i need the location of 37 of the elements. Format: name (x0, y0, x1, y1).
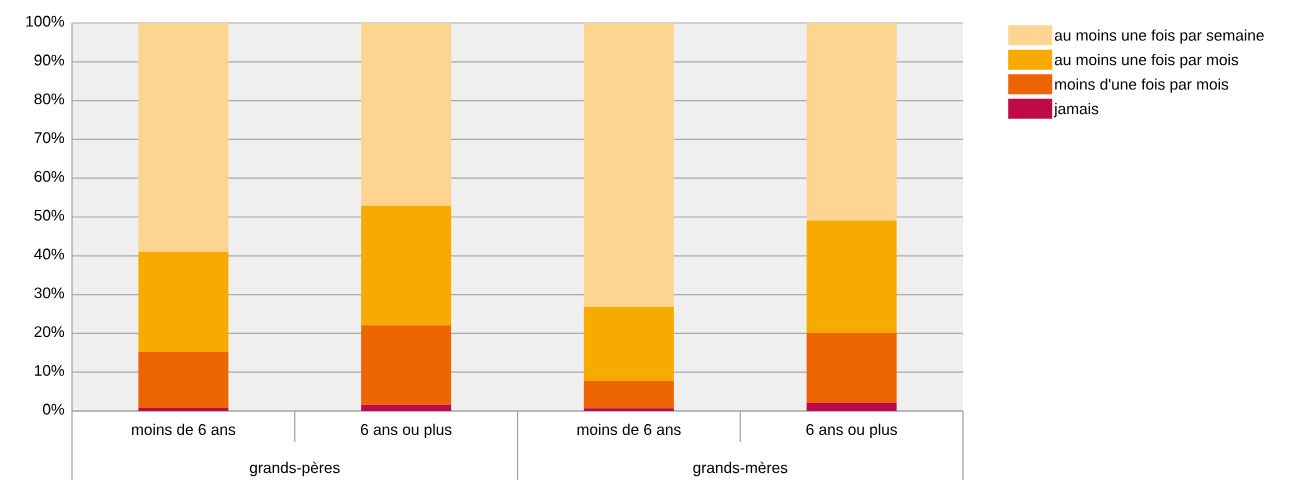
y-tick-label: 40% (34, 248, 65, 260)
y-tick-label: 50% (34, 209, 65, 221)
bar (138, 407, 229, 411)
y-tick-label: 0% (42, 403, 65, 415)
legend-label: jamais (1053, 102, 1099, 118)
y-tick-label: 80% (34, 93, 65, 105)
x-tick-label: moins de 6 ans (577, 423, 681, 436)
y-tick-label: 100% (26, 15, 65, 27)
bar (138, 352, 229, 408)
bar (806, 220, 897, 333)
y-tick-label: 30% (34, 287, 65, 299)
legend-label: moins d'une fois par mois (1055, 78, 1229, 93)
bar (806, 22, 897, 221)
legend-label: au moins une fois par semaine (1054, 29, 1264, 44)
bar (361, 205, 452, 326)
bar (806, 333, 897, 403)
text: grands-mères (693, 461, 788, 477)
bar (138, 251, 229, 353)
y-tick-label: 90% (34, 54, 65, 66)
bar (806, 402, 897, 411)
y-tick-label: 10% (34, 364, 65, 376)
y-tick-label: 20% (34, 326, 65, 338)
x-tick-label: 6 ans ou plus (360, 423, 452, 439)
x-tick-label: 6 ans ou plus (806, 423, 897, 439)
bar (361, 22, 452, 206)
bar (361, 325, 452, 405)
legend-label: au moins une fois par mois (1054, 53, 1239, 69)
text: grands-pères (249, 461, 340, 477)
bar (583, 381, 674, 409)
bar (583, 307, 674, 382)
bar (138, 22, 229, 252)
bar (583, 408, 674, 411)
y-tick-label: 70% (34, 132, 65, 144)
bar (583, 22, 674, 307)
x-tick-label: moins de 6 ans (132, 423, 236, 436)
y-tick-label: 60% (34, 170, 65, 182)
bar (361, 404, 452, 411)
